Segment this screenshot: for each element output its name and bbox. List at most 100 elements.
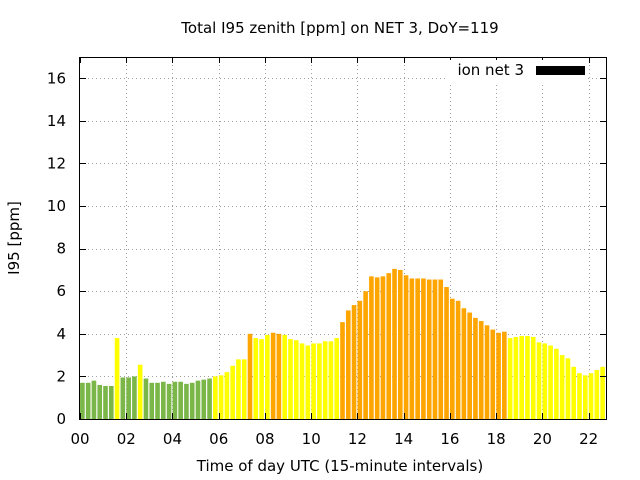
bar bbox=[490, 329, 496, 419]
bar bbox=[91, 380, 97, 419]
bar bbox=[461, 308, 467, 419]
bar bbox=[536, 342, 542, 419]
chart-title: Total I95 zenith [ppm] on NET 3, DoY=119 bbox=[180, 19, 498, 37]
x-tick-label: 06 bbox=[209, 430, 228, 448]
bar bbox=[259, 339, 264, 419]
y-tick-label: 4 bbox=[56, 325, 66, 343]
x-tick-label: 00 bbox=[70, 430, 89, 448]
bar bbox=[525, 335, 530, 419]
bar bbox=[201, 379, 207, 419]
bar bbox=[363, 291, 368, 419]
bar bbox=[444, 286, 449, 419]
y-tick-label: 16 bbox=[47, 69, 66, 87]
bar bbox=[397, 269, 403, 419]
x-tick-label: 12 bbox=[348, 430, 367, 448]
legend: ion net 3 bbox=[446, 60, 586, 82]
bar bbox=[172, 381, 178, 419]
bar bbox=[519, 335, 524, 419]
bar bbox=[126, 377, 131, 419]
y-tick-labels: 0 2 4 6 8 10 12 14 16 bbox=[47, 69, 66, 428]
legend-label: ion net 3 bbox=[457, 61, 524, 79]
bar bbox=[253, 338, 259, 419]
bar bbox=[438, 279, 444, 419]
bar bbox=[213, 376, 218, 419]
x-tick-label: 02 bbox=[117, 430, 136, 448]
bar bbox=[421, 278, 426, 419]
bar bbox=[357, 300, 363, 419]
bar bbox=[594, 370, 600, 419]
bar bbox=[288, 339, 293, 419]
bar bbox=[513, 337, 519, 419]
bar bbox=[80, 382, 85, 419]
bar bbox=[548, 345, 553, 419]
bar bbox=[484, 325, 490, 419]
bar bbox=[155, 382, 160, 419]
x-tick-labels: 00 02 04 06 08 10 12 14 16 18 20 22 bbox=[70, 430, 598, 448]
legend-swatch bbox=[536, 66, 585, 75]
x-tick-label: 16 bbox=[440, 430, 459, 448]
bar bbox=[189, 382, 195, 419]
bar bbox=[114, 338, 120, 419]
bar bbox=[345, 310, 351, 419]
bar bbox=[311, 343, 316, 419]
bar bbox=[334, 338, 340, 419]
bar bbox=[299, 343, 305, 419]
legend-background bbox=[446, 60, 586, 82]
bar bbox=[571, 366, 577, 419]
bar bbox=[276, 333, 282, 419]
bar bbox=[236, 359, 241, 419]
x-tick-label: 10 bbox=[302, 430, 321, 448]
y-axis-label: I95 [ppm] bbox=[5, 201, 23, 275]
bar bbox=[450, 298, 455, 419]
bar bbox=[403, 275, 409, 419]
y-tick-label: 0 bbox=[56, 410, 66, 428]
bar bbox=[600, 366, 605, 419]
bar bbox=[415, 278, 420, 419]
bar bbox=[432, 279, 438, 419]
bar bbox=[455, 300, 461, 419]
bar bbox=[588, 373, 594, 419]
bar bbox=[97, 384, 103, 419]
x-tick-label: 22 bbox=[579, 430, 598, 448]
bar bbox=[265, 334, 270, 419]
bar bbox=[582, 375, 588, 419]
bar bbox=[132, 376, 137, 419]
bar bbox=[328, 341, 334, 419]
bar bbox=[502, 331, 507, 419]
x-axis-label: Time of day UTC (15-minute intervals) bbox=[196, 457, 483, 475]
bar bbox=[386, 273, 392, 419]
bar bbox=[565, 358, 571, 419]
bar bbox=[224, 372, 230, 419]
bar bbox=[317, 343, 322, 419]
bar bbox=[496, 332, 501, 419]
bar bbox=[392, 268, 397, 419]
bar bbox=[143, 378, 149, 419]
bar bbox=[374, 277, 380, 419]
bar bbox=[322, 341, 328, 419]
plot-frame bbox=[79, 57, 607, 420]
bar bbox=[305, 345, 311, 419]
bar bbox=[293, 340, 299, 419]
x-tick-label: 18 bbox=[487, 430, 506, 448]
bar bbox=[195, 380, 201, 419]
bar bbox=[467, 312, 472, 419]
grid bbox=[80, 57, 606, 419]
bar bbox=[530, 337, 536, 419]
bar bbox=[380, 276, 386, 419]
bar bbox=[554, 348, 559, 419]
bar bbox=[230, 365, 235, 419]
bar bbox=[409, 278, 415, 419]
bar bbox=[270, 332, 276, 419]
bar bbox=[351, 305, 357, 419]
bar bbox=[166, 383, 172, 419]
bar bbox=[542, 343, 548, 419]
x-tick-label: 14 bbox=[394, 430, 413, 448]
bar bbox=[577, 373, 582, 419]
bar bbox=[103, 385, 108, 419]
bar bbox=[85, 382, 91, 419]
bar bbox=[369, 276, 374, 419]
bar bbox=[282, 334, 288, 419]
y-tick-label: 10 bbox=[47, 197, 66, 215]
bar bbox=[559, 355, 565, 419]
bar bbox=[218, 375, 224, 419]
